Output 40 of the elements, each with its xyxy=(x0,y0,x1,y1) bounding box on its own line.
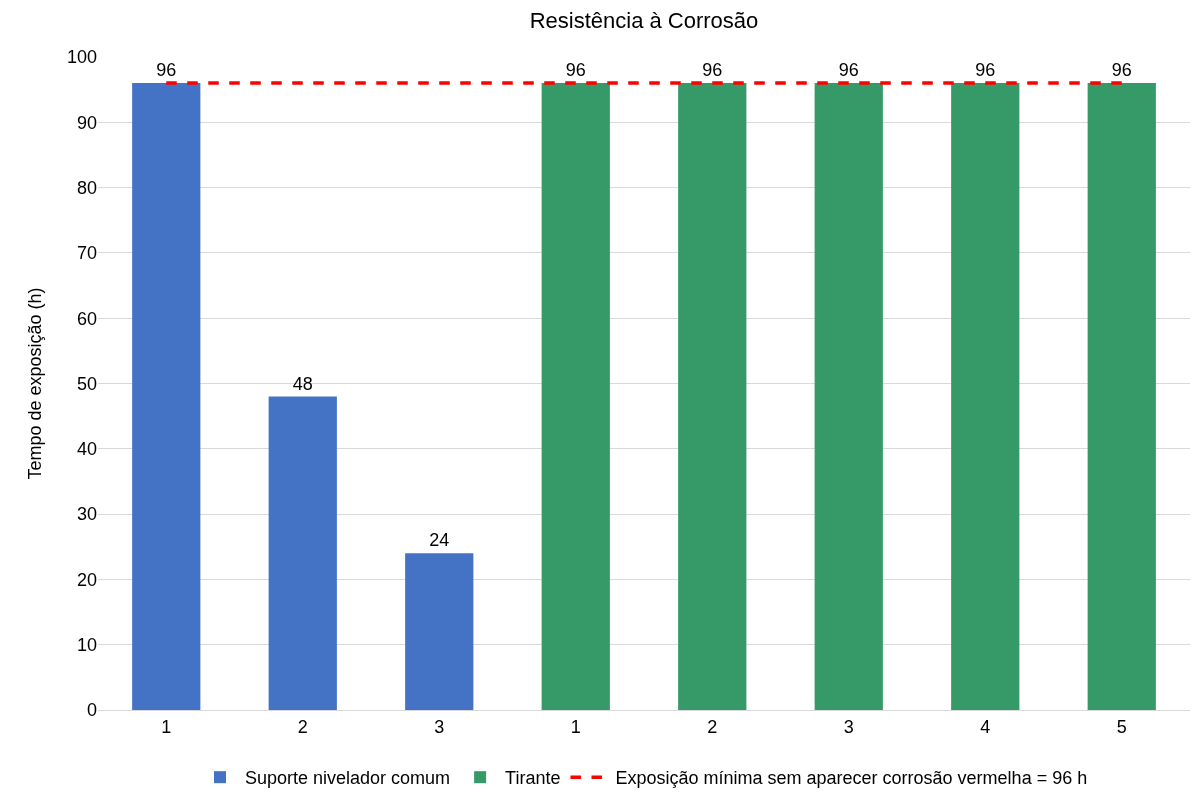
data-label: 96 xyxy=(702,60,723,81)
y-tick-label: 100 xyxy=(66,47,97,68)
x-tick-label: 5 xyxy=(1116,716,1127,737)
y-tick-label: 60 xyxy=(76,308,97,329)
x-tick-label: 1 xyxy=(161,716,172,737)
bar xyxy=(132,83,201,710)
y-tick-label: 10 xyxy=(76,635,97,655)
bar xyxy=(1087,83,1156,710)
legend-label: Suporte nivelador comum xyxy=(245,768,451,789)
x-tick-label: 4 xyxy=(980,716,991,737)
y-tick-label: 50 xyxy=(76,373,97,394)
data-label: 96 xyxy=(156,60,177,81)
bar xyxy=(268,396,337,710)
x-tick-label: 2 xyxy=(707,716,718,737)
bar xyxy=(814,83,883,710)
y-tick-label: 80 xyxy=(76,177,97,198)
x-tick-label: 3 xyxy=(434,716,445,737)
data-label: 48 xyxy=(292,373,313,394)
x-tick-label: 1 xyxy=(570,716,581,737)
legend-label: Tirante xyxy=(505,768,561,789)
y-tick-label: 0 xyxy=(86,700,97,721)
y-axis-title: Tempo de exposição (h) xyxy=(25,287,46,480)
bar xyxy=(951,83,1020,710)
data-label: 96 xyxy=(1111,60,1132,81)
data-label: 96 xyxy=(838,60,859,81)
y-tick-label: 20 xyxy=(76,569,97,590)
y-tick-label: 90 xyxy=(76,112,97,133)
bar xyxy=(541,83,610,710)
x-tick-label: 2 xyxy=(297,716,308,737)
y-tick-label: 40 xyxy=(76,439,97,460)
bar xyxy=(405,553,474,710)
x-tick-label: 3 xyxy=(843,716,854,737)
bar xyxy=(678,83,747,710)
data-label: 96 xyxy=(975,60,996,81)
chart-title: Resistência à Corrosão xyxy=(529,7,759,33)
data-label: 96 xyxy=(565,60,586,81)
data-label: 24 xyxy=(429,530,450,551)
y-tick-label: 30 xyxy=(76,504,97,525)
y-tick-label: 70 xyxy=(76,243,97,264)
legend-label: Exposição mínima sem aparecer corrosão vermelha = 96 h xyxy=(615,768,1088,789)
